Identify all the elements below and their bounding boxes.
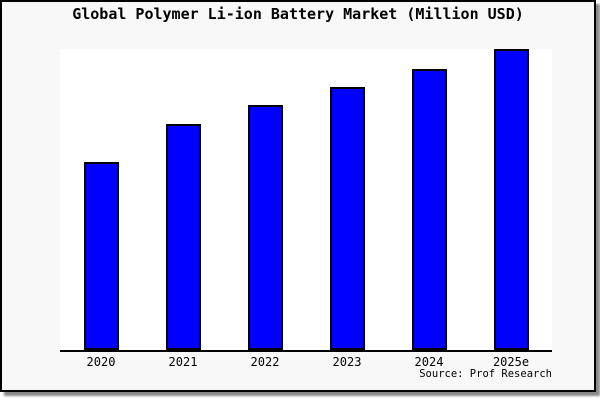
bar-slot-2023 xyxy=(306,49,388,350)
bar-2024 xyxy=(411,69,447,350)
source-credit: Source: Prof Research xyxy=(419,368,552,380)
bar-2020 xyxy=(83,162,119,350)
x-tick-label-2022: 2022 xyxy=(250,355,280,369)
bar-slot-2025e xyxy=(470,49,552,350)
x-tick-label-2023: 2023 xyxy=(332,355,362,369)
bar-slot-2024 xyxy=(388,49,470,350)
x-axis-labels: 2020 2021 2022 2023 2024 2025e xyxy=(60,355,552,369)
x-tick-label-2020: 2020 xyxy=(86,355,116,369)
bar-2025e xyxy=(493,49,529,350)
bar-slot-2021 xyxy=(142,49,224,350)
bar-2022 xyxy=(247,105,283,350)
bar-2021 xyxy=(165,124,201,350)
bar-2023 xyxy=(329,87,365,350)
plot-area xyxy=(60,49,552,352)
chart-title: Global Polymer Li-ion Battery Market (Mi… xyxy=(72,5,524,23)
x-tick-label-2024: 2024 xyxy=(414,355,444,369)
bar-slot-2020 xyxy=(60,49,142,350)
x-tick-label-2021: 2021 xyxy=(168,355,198,369)
chart-frame: Global Polymer Li-ion Battery Market (Mi… xyxy=(0,0,596,392)
bar-slot-2022 xyxy=(224,49,306,350)
x-tick-label-2025e: 2025e xyxy=(492,355,530,369)
